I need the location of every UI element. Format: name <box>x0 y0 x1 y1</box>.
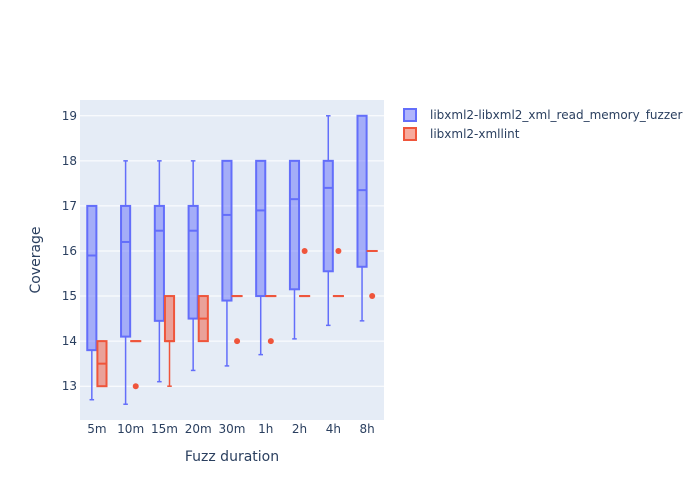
legend: libxml2-libxml2_xml_read_memory_fuzzerli… <box>403 108 683 141</box>
x-tick-label: 10m <box>117 422 144 436</box>
x-axis-title: Fuzz duration <box>185 449 279 465</box>
legend-swatch <box>403 127 417 141</box>
box-fuzzer-15m <box>153 160 165 383</box>
box-iqr <box>153 204 165 322</box>
y-tick-label: 19 <box>62 109 77 123</box>
box-iqr <box>86 204 98 352</box>
box-xmllint-8h <box>366 249 378 300</box>
box-fuzzer-4h <box>322 115 334 327</box>
y-tick-label: 14 <box>62 334 77 348</box>
x-tick-label: 4h <box>326 422 341 436</box>
box-fuzzer-30m <box>221 159 233 367</box>
legend-item-fuzzer: libxml2-libxml2_xml_read_memory_fuzzer <box>403 108 683 122</box>
box-xmllint-30m <box>231 295 243 345</box>
box-iqr <box>187 204 199 320</box>
box-iqr <box>221 159 233 302</box>
box-xmllint-20m <box>197 295 209 343</box>
box-iqr <box>356 114 368 268</box>
legend-swatch <box>403 108 417 122</box>
y-tick-label: 13 <box>62 379 77 393</box>
outlier-point <box>369 293 376 300</box>
y-axis-title: Coverage <box>28 226 44 293</box>
box-iqr <box>163 295 176 343</box>
box-fuzzer-20m <box>187 160 199 372</box>
legend-label: libxml2-libxml2_xml_read_memory_fuzzer <box>430 108 683 122</box>
x-tick-label: 2h <box>292 422 307 436</box>
box-fuzzer-5m <box>86 204 98 401</box>
box-iqr <box>255 159 267 298</box>
box-xmllint-2h <box>299 247 311 298</box>
outlier-point <box>132 383 139 390</box>
x-tick-label: 8h <box>359 422 374 436</box>
box-fuzzer-2h <box>288 159 301 340</box>
y-tick-labels: 13 14 15 16 17 18 19 <box>62 109 77 393</box>
x-tick-label: 5m <box>87 422 106 436</box>
x-tick-label: 15m <box>151 422 178 436</box>
outlier-point <box>301 247 308 254</box>
box-fuzzer-1h <box>255 159 267 356</box>
box-xmllint-1h <box>265 295 277 345</box>
box-iqr <box>322 159 334 273</box>
x-tick-label: 20m <box>185 422 212 436</box>
box-fuzzer-10m <box>120 160 132 405</box>
box-iqr <box>120 204 132 338</box>
y-tick-label: 15 <box>62 289 77 303</box>
x-tick-labels: 5m 10m 15m 20m 30m 1h 2h 4h 8h <box>87 422 375 436</box>
box-xmllint-10m <box>130 340 142 390</box>
y-tick-label: 17 <box>62 199 77 213</box>
box-iqr <box>288 159 301 291</box>
box-xmllint-5m <box>96 340 108 388</box>
outlier-point <box>234 338 241 345</box>
outlier-point <box>267 338 274 345</box>
box-xmllint-4h <box>332 247 344 298</box>
y-tick-label: 16 <box>62 244 77 258</box>
y-tick-label: 18 <box>62 154 77 168</box>
legend-item-xmllint: libxml2-xmllint <box>403 127 520 141</box>
box-xmllint-15m <box>163 295 176 387</box>
box-fuzzer-8h <box>356 114 368 322</box>
legend-label: libxml2-xmllint <box>430 127 520 141</box>
x-tick-label: 1h <box>258 422 273 436</box>
boxes <box>86 114 378 405</box>
outlier-point <box>335 247 342 254</box>
x-tick-label: 30m <box>219 422 246 436</box>
